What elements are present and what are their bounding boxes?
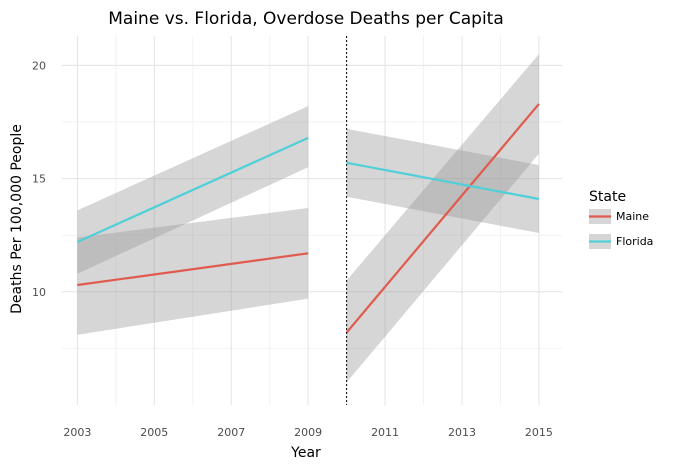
x-tick-labels: 2003 2005 2007 2009 2011 2013 2015 [63, 426, 553, 439]
x-tick-label: 2015 [525, 426, 553, 439]
x-tick-label: 2003 [63, 426, 91, 439]
trend-lines [76, 103, 540, 334]
y-tick-labels: 10 15 20 [32, 59, 46, 298]
confidence-band-maine [77, 208, 309, 335]
series-line-maine [345, 103, 540, 334]
y-tick-label: 15 [32, 173, 46, 186]
legend: State Maine Florida [589, 189, 653, 249]
x-tick-label: 2011 [371, 426, 399, 439]
series-line-maine [77, 252, 309, 287]
x-tick-label: 2005 [140, 426, 168, 439]
x-tick-label: 2007 [217, 426, 245, 439]
chart-title: Maine vs. Florida, Overdose Deaths per C… [108, 9, 504, 29]
y-axis-title: Deaths Per 100,000 People [9, 124, 25, 314]
series-line-florida [76, 136, 309, 244]
y-tick-label: 20 [32, 59, 46, 72]
x-axis-title: Year [290, 445, 321, 461]
major-gridlines [62, 36, 562, 405]
x-tick-label: 2009 [294, 426, 322, 439]
x-tick-label: 2013 [448, 426, 476, 439]
legend-title: State [589, 189, 626, 205]
legend-label-maine: Maine [616, 210, 649, 223]
legend-label-florida: Florida [616, 235, 653, 248]
series-line-florida [346, 161, 540, 201]
y-tick-label: 10 [32, 286, 46, 299]
